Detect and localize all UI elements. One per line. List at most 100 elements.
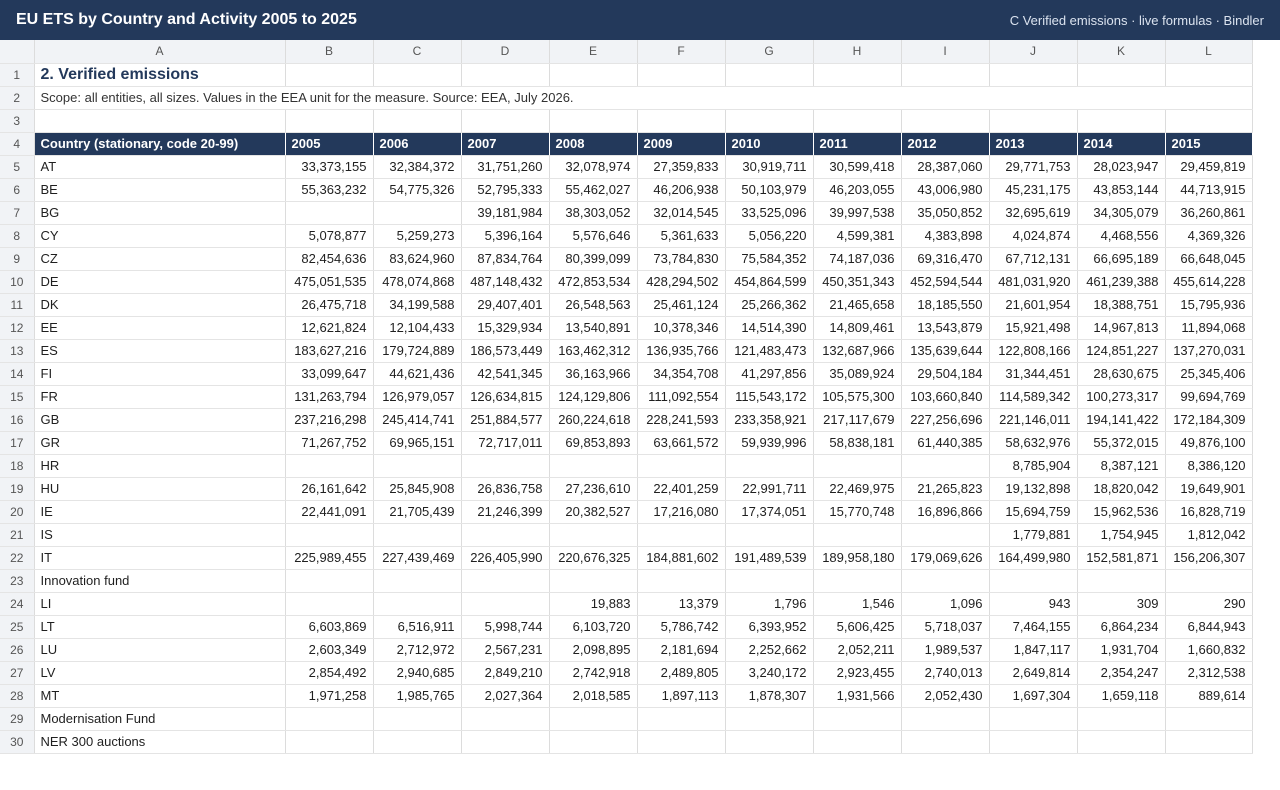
value-cell[interactable]: 152,581,871 [1077,546,1166,570]
value-cell[interactable] [1165,730,1253,754]
value-cell[interactable]: 39,997,538 [813,201,902,225]
row-number[interactable]: 21 [0,523,35,547]
value-cell[interactable]: 481,031,920 [989,270,1078,294]
value-cell[interactable]: 105,575,300 [813,385,902,409]
value-cell[interactable]: 10,378,346 [637,316,726,340]
country-cell[interactable]: ES [34,339,286,363]
value-cell[interactable]: 21,246,399 [461,500,550,524]
grid-cell[interactable] [34,109,286,133]
value-cell[interactable]: 19,649,901 [1165,477,1253,501]
row-number[interactable]: 18 [0,454,35,478]
value-cell[interactable]: 2,018,585 [549,684,638,708]
value-cell[interactable]: 2,181,694 [637,638,726,662]
column-header[interactable]: J [989,40,1078,64]
grid-cell[interactable] [989,109,1078,133]
value-cell[interactable]: 136,935,766 [637,339,726,363]
value-cell[interactable] [813,523,902,547]
value-cell[interactable]: 135,639,644 [901,339,990,363]
grid-cell[interactable] [1165,109,1253,133]
value-cell[interactable]: 22,469,975 [813,477,902,501]
value-cell[interactable]: 49,876,100 [1165,431,1253,455]
row-number[interactable]: 8 [0,224,35,248]
value-cell[interactable]: 4,468,556 [1077,224,1166,248]
value-cell[interactable]: 66,648,045 [1165,247,1253,271]
row-number[interactable]: 22 [0,546,35,570]
header-cell-year[interactable]: 2011 [813,132,902,156]
grid-cell[interactable] [1077,109,1166,133]
value-cell[interactable]: 2,312,538 [1165,661,1253,685]
row-number[interactable]: 14 [0,362,35,386]
value-cell[interactable]: 33,373,155 [285,155,374,179]
value-cell[interactable]: 228,241,593 [637,408,726,432]
value-cell[interactable]: 2,742,918 [549,661,638,685]
value-cell[interactable]: 475,051,535 [285,270,374,294]
value-cell[interactable] [725,569,814,593]
row-number[interactable]: 3 [0,109,35,133]
row-number[interactable]: 10 [0,270,35,294]
row-number[interactable]: 2 [0,86,35,110]
value-cell[interactable] [1165,707,1253,731]
value-cell[interactable]: 13,379 [637,592,726,616]
header-cell-year[interactable]: 2014 [1077,132,1166,156]
value-cell[interactable]: 2,489,805 [637,661,726,685]
value-cell[interactable]: 2,712,972 [373,638,462,662]
value-cell[interactable]: 226,405,990 [461,546,550,570]
value-cell[interactable]: 30,919,711 [725,155,814,179]
value-cell[interactable]: 69,316,470 [901,247,990,271]
value-cell[interactable]: 45,231,175 [989,178,1078,202]
value-cell[interactable]: 17,374,051 [725,500,814,524]
column-header[interactable]: B [285,40,374,64]
value-cell[interactable]: 12,621,824 [285,316,374,340]
value-cell[interactable] [461,592,550,616]
value-cell[interactable]: 26,548,563 [549,293,638,317]
header-cell-year[interactable]: 2012 [901,132,990,156]
value-cell[interactable] [373,523,462,547]
value-cell[interactable]: 61,440,385 [901,431,990,455]
value-cell[interactable]: 1,985,765 [373,684,462,708]
value-cell[interactable]: 87,834,764 [461,247,550,271]
value-cell[interactable]: 28,387,060 [901,155,990,179]
value-cell[interactable]: 5,396,164 [461,224,550,248]
country-cell[interactable]: CZ [34,247,286,271]
value-cell[interactable]: 8,785,904 [989,454,1078,478]
row-number[interactable]: 16 [0,408,35,432]
value-cell[interactable]: 13,540,891 [549,316,638,340]
value-cell[interactable]: 163,462,312 [549,339,638,363]
value-cell[interactable]: 15,795,936 [1165,293,1253,317]
value-cell[interactable]: 14,809,461 [813,316,902,340]
value-cell[interactable] [285,454,374,478]
country-cell[interactable]: AT [34,155,286,179]
value-cell[interactable]: 28,630,675 [1077,362,1166,386]
value-cell[interactable] [461,569,550,593]
value-cell[interactable]: 80,399,099 [549,247,638,271]
value-cell[interactable] [637,523,726,547]
value-cell[interactable]: 132,687,966 [813,339,902,363]
value-cell[interactable]: 55,372,015 [1077,431,1166,455]
value-cell[interactable] [549,523,638,547]
value-cell[interactable]: 66,695,189 [1077,247,1166,271]
country-cell[interactable]: CY [34,224,286,248]
sheet-title-cell[interactable]: 2. Verified emissions [34,63,286,87]
value-cell[interactable] [285,201,374,225]
value-cell[interactable] [989,569,1078,593]
country-cell[interactable]: HU [34,477,286,501]
value-cell[interactable]: 5,361,633 [637,224,726,248]
value-cell[interactable]: 245,414,741 [373,408,462,432]
value-cell[interactable]: 29,504,184 [901,362,990,386]
value-cell[interactable]: 122,808,166 [989,339,1078,363]
value-cell[interactable]: 478,074,868 [373,270,462,294]
value-cell[interactable]: 46,206,938 [637,178,726,202]
country-cell[interactable]: MT [34,684,286,708]
value-cell[interactable]: 126,634,815 [461,385,550,409]
grid-cell[interactable] [1165,63,1253,87]
value-cell[interactable]: 5,606,425 [813,615,902,639]
grid-cell[interactable] [901,63,990,87]
header-cell-year[interactable]: 2013 [989,132,1078,156]
value-cell[interactable]: 17,216,080 [637,500,726,524]
value-cell[interactable]: 2,740,013 [901,661,990,685]
value-cell[interactable]: 2,052,211 [813,638,902,662]
value-cell[interactable] [285,523,374,547]
grid-cell[interactable] [1077,63,1166,87]
value-cell[interactable]: 309 [1077,592,1166,616]
column-header[interactable]: L [1165,40,1253,64]
